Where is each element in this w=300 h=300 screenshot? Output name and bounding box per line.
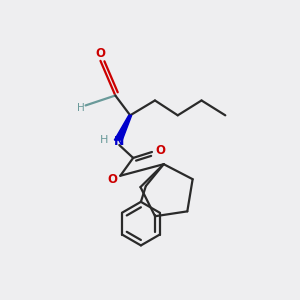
Polygon shape xyxy=(114,115,132,140)
Text: O: O xyxy=(95,47,106,60)
Text: H: H xyxy=(77,103,85,113)
Text: N: N xyxy=(114,135,124,148)
Text: O: O xyxy=(155,143,165,157)
Text: H: H xyxy=(100,135,109,145)
Text: O: O xyxy=(107,173,117,186)
